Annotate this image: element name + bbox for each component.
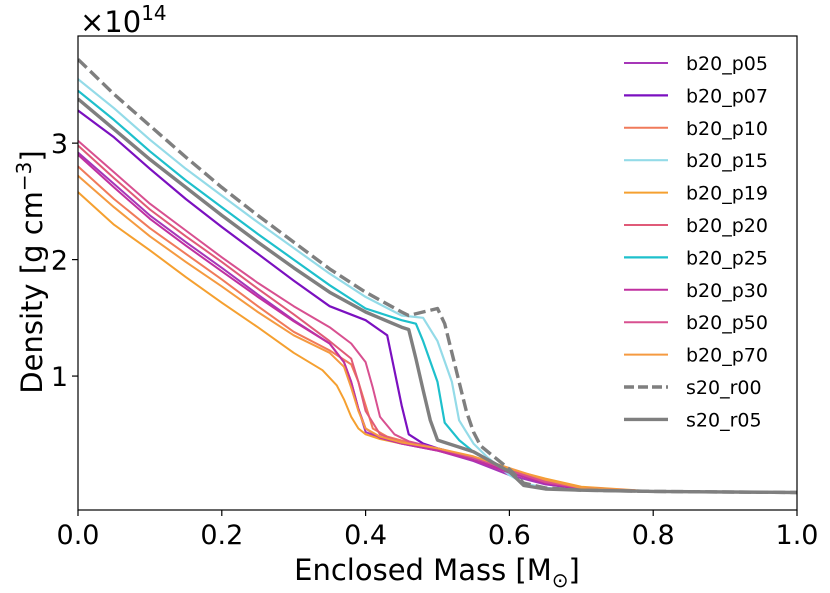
legend-label-b20-p07: b20_p07 bbox=[686, 85, 768, 107]
y-tick-label: 1 bbox=[51, 362, 68, 393]
legend-label-b20-p70: b20_p70 bbox=[686, 345, 768, 367]
series-line-s20-r00 bbox=[78, 58, 797, 495]
legend-label-b20-p20: b20_p20 bbox=[686, 215, 768, 237]
axes-frame bbox=[77, 35, 798, 511]
y-offset-label: ×1014 bbox=[80, 1, 167, 39]
y-axis: 1 2 3 bbox=[51, 129, 78, 393]
x-tick-label: 0.8 bbox=[632, 520, 675, 551]
x-tick-label: 0.6 bbox=[488, 520, 531, 551]
x-axis: 0.0 0.2 0.4 0.6 0.8 1.0 bbox=[57, 510, 819, 551]
legend-label-s20-r00: s20_r00 bbox=[686, 377, 762, 399]
legend-label-b20-p50: b20_p50 bbox=[686, 312, 768, 334]
y-axis-label: Density [g cm−3] bbox=[12, 150, 49, 393]
series-line-b20-p10 bbox=[78, 165, 797, 494]
x-tick-label: 0.0 bbox=[57, 520, 100, 551]
legend-label-b20-p15: b20_p15 bbox=[686, 150, 768, 172]
legend-label-b20-p10: b20_p10 bbox=[686, 118, 768, 140]
x-tick-label: 1.0 bbox=[776, 520, 819, 551]
legend-label-b20-p25: b20_p25 bbox=[686, 247, 768, 269]
x-tick-label: 0.4 bbox=[344, 520, 387, 551]
series-group bbox=[78, 58, 797, 495]
series-line-b20-p70 bbox=[78, 175, 797, 494]
legend: b20_p05 b20_p07 b20_p10 b20_p15 b20_p19 b20_p… bbox=[624, 53, 768, 431]
series-line-b20-p50 bbox=[78, 140, 797, 494]
legend-label-b20-p19: b20_p19 bbox=[686, 183, 768, 205]
legend-label-s20-r05: s20_r05 bbox=[686, 409, 762, 431]
series-line-s20-r05 bbox=[78, 97, 797, 495]
y-tick-label: 2 bbox=[51, 246, 68, 277]
legend-label-b20-p30: b20_p30 bbox=[686, 280, 768, 302]
legend-label-b20-p05: b20_p05 bbox=[686, 53, 768, 75]
x-axis-label: Enclosed Mass [M⊙] bbox=[294, 553, 580, 592]
y-tick-label: 3 bbox=[51, 129, 68, 160]
x-tick-label: 0.2 bbox=[200, 520, 243, 551]
